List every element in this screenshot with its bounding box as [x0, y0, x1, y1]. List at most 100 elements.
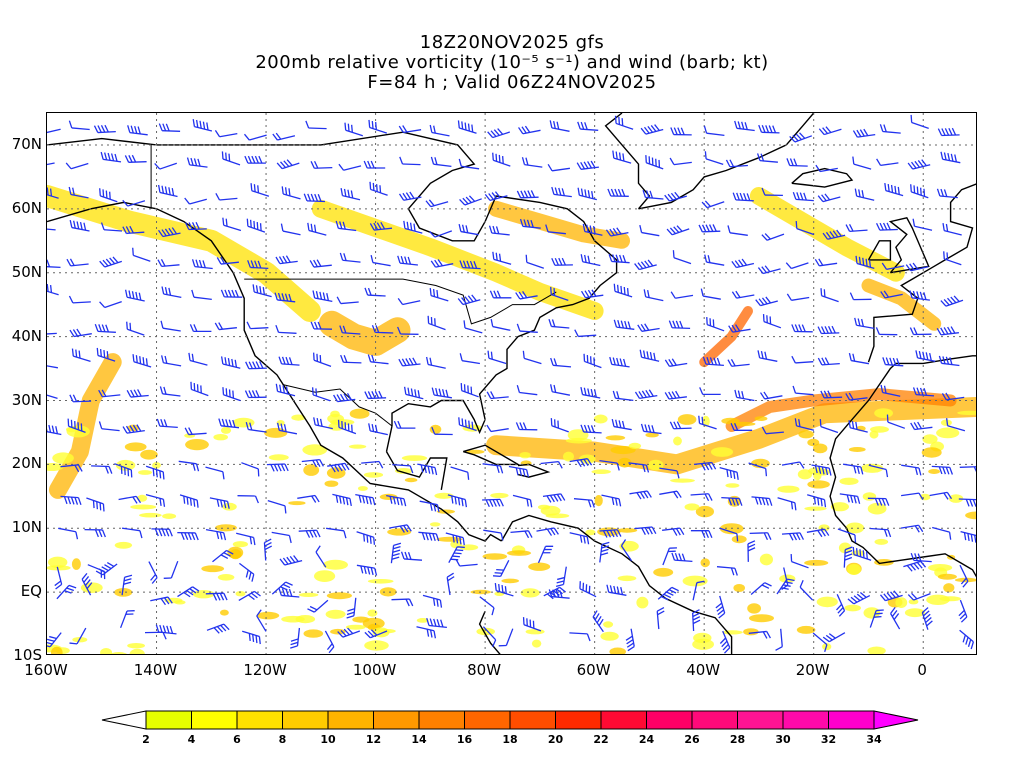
wind-barb — [721, 496, 743, 506]
wind-barb — [237, 495, 259, 504]
vorticity-patch — [367, 579, 394, 584]
wind-barb — [814, 258, 838, 267]
wind-barb — [157, 184, 178, 198]
wind-barb — [47, 392, 58, 400]
vorticity-patch — [816, 596, 838, 608]
wind-barb — [609, 356, 630, 368]
coastline-segment — [385, 425, 393, 452]
vorticity-patch — [387, 528, 412, 536]
wind-barb — [845, 392, 868, 401]
wind-barb — [426, 618, 447, 629]
coastline-segment — [867, 240, 892, 261]
wind-barb — [455, 558, 478, 567]
wind-barb — [241, 462, 260, 477]
vorticity-patch — [722, 630, 743, 635]
wind-barb — [599, 541, 610, 563]
wind-barb — [671, 552, 693, 563]
plot-title: 18Z20NOV2025 gfs 200mb relative vorticit… — [0, 33, 1024, 93]
wind-barb — [777, 497, 797, 511]
vorticity-patch — [733, 584, 745, 592]
wind-barb — [910, 114, 929, 130]
wind-barb — [356, 531, 376, 545]
wind-barb — [569, 458, 593, 468]
wind-barb — [126, 389, 149, 398]
wind-barb — [645, 155, 664, 170]
colorbar-tick-label: 28 — [729, 733, 746, 746]
wind-barb — [245, 361, 267, 370]
wind-barb — [178, 460, 200, 472]
wind-barb — [884, 183, 904, 197]
vorticity-patch — [609, 647, 626, 654]
wind-barb — [704, 151, 724, 166]
vorticity-patch — [943, 583, 955, 593]
wind-barb — [337, 627, 361, 638]
wind-barb — [811, 464, 832, 476]
wind-barb — [276, 159, 300, 170]
wind-barb — [550, 357, 572, 368]
vorticity-patch — [940, 419, 952, 426]
wind-barb — [867, 497, 890, 506]
vorticity-patch — [538, 504, 550, 510]
vorticity-patch — [600, 631, 619, 641]
longitude-label: 120W — [243, 661, 287, 679]
wind-barb — [820, 288, 839, 303]
wind-barb — [310, 321, 333, 330]
wind-barb — [518, 125, 541, 135]
coastline-segment — [867, 183, 976, 363]
wind-barb — [99, 188, 118, 203]
wind-barb — [206, 623, 230, 634]
wind-barb — [890, 607, 901, 630]
wind-barb — [340, 354, 362, 364]
colorbar-swatch — [145, 710, 192, 730]
vorticity-patch — [957, 410, 976, 416]
wind-barb — [448, 546, 465, 564]
latitude-label: 60N — [11, 198, 42, 217]
wind-barb — [431, 426, 453, 436]
wind-barb — [958, 498, 976, 507]
wind-barb — [700, 288, 721, 300]
wind-barb — [364, 287, 386, 297]
wind-barb — [657, 586, 679, 601]
wind-barb — [246, 321, 269, 330]
wind-barb — [903, 560, 927, 572]
map-canvas — [47, 113, 976, 654]
wind-barb — [910, 421, 933, 431]
wind-barb — [100, 222, 123, 232]
vorticity-patch — [314, 570, 336, 582]
wind-barb — [574, 329, 597, 338]
wind-barb — [757, 350, 778, 362]
wind-barb — [905, 262, 929, 272]
vorticity-patch — [220, 609, 229, 616]
wind-barb — [542, 493, 566, 503]
vorticity-patch — [528, 562, 551, 571]
coastline-segment — [517, 463, 551, 478]
wind-barb — [391, 598, 414, 607]
wind-barb — [790, 554, 809, 569]
wind-barb — [690, 493, 713, 502]
wind-barb — [338, 163, 362, 171]
wind-barb — [662, 547, 677, 566]
wind-barb — [634, 259, 657, 271]
wind-barb — [551, 186, 572, 198]
map-panel — [46, 112, 977, 655]
vorticity-patch — [152, 462, 161, 469]
wind-barb — [419, 500, 440, 513]
latitude-label: 30N — [11, 390, 42, 409]
wind-barb — [425, 199, 449, 208]
vorticity-band — [488, 200, 630, 249]
wind-barb — [880, 384, 901, 397]
wind-barb — [298, 529, 321, 538]
wind-barb — [216, 256, 239, 265]
wind-barb — [612, 150, 632, 164]
vorticity-patch — [298, 592, 319, 597]
wind-barb — [843, 546, 853, 568]
wind-barb — [960, 530, 976, 543]
coastline-segment — [791, 167, 854, 188]
wind-barb — [184, 427, 207, 436]
wind-barb — [47, 187, 59, 199]
wind-barb — [516, 323, 538, 333]
longitude-label: 100W — [352, 661, 397, 679]
vorticity-patch — [201, 565, 225, 573]
wind-barb — [363, 160, 386, 169]
vorticity-patch — [227, 546, 244, 559]
